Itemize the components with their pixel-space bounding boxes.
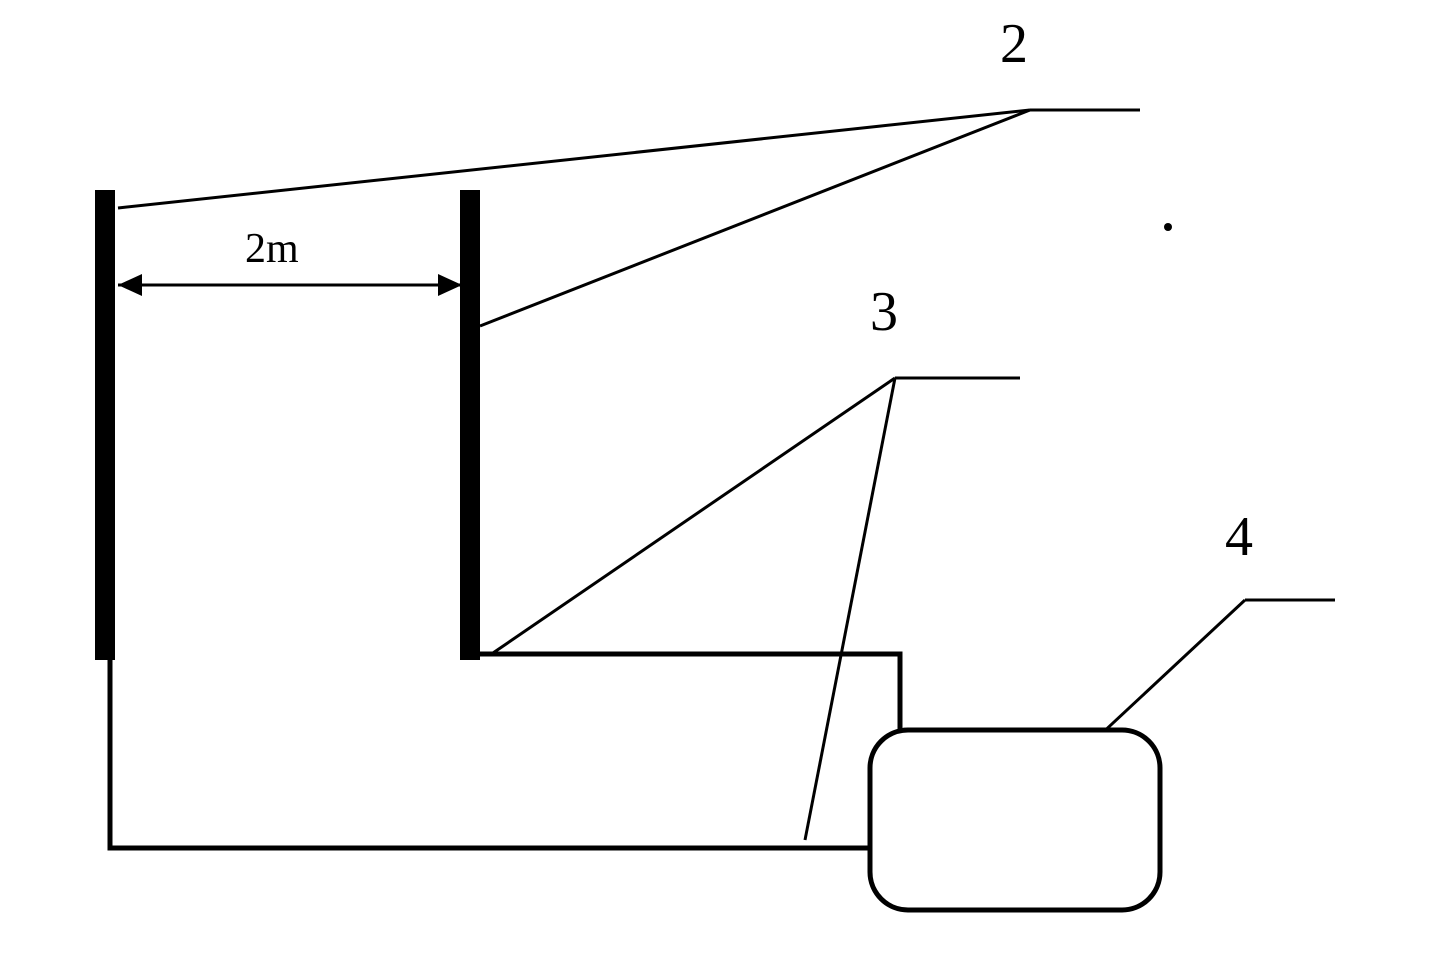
dimension-label: 2m bbox=[245, 225, 299, 273]
label-3: 3 bbox=[870, 280, 898, 344]
small-dot bbox=[1164, 223, 1172, 231]
label-4: 4 bbox=[1225, 505, 1253, 569]
callout-3-line-1 bbox=[490, 378, 895, 655]
component-box bbox=[870, 730, 1160, 910]
label-2: 2 bbox=[1000, 12, 1028, 76]
wire-upper bbox=[480, 654, 900, 735]
wire-lower bbox=[110, 660, 875, 848]
callout-2-line-2 bbox=[480, 110, 1030, 326]
dim-arrow-right bbox=[438, 274, 462, 296]
callout-2-line-1 bbox=[118, 110, 1030, 208]
diagram-svg bbox=[0, 0, 1440, 960]
dim-arrow-left bbox=[118, 274, 142, 296]
